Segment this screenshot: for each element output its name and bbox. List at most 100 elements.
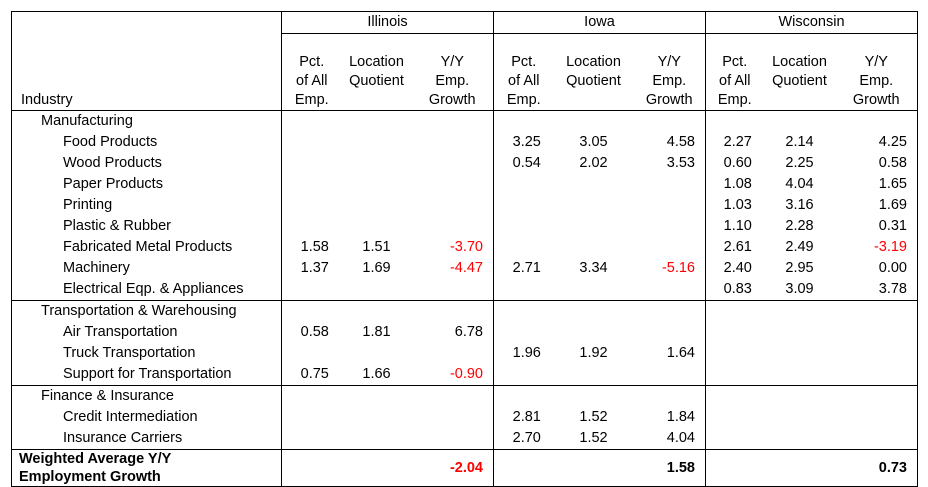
iowa-pct-column-header: Pct. of All Emp.	[493, 33, 554, 111]
weighted-average-row: Weighted Average Y/Y Employment Growth -2.…	[11, 449, 918, 487]
illinois-yy-cell	[412, 195, 494, 216]
industry-label: Truck Transportation	[11, 343, 282, 364]
state-header-row: Illinois Iowa Wisconsin	[11, 11, 918, 34]
column-header-line: Quotient	[566, 73, 621, 89]
illinois-lq-cell: 1.66	[341, 364, 412, 386]
iowa-yy-cell: 3.53	[666, 155, 695, 171]
industry-label: Machinery	[11, 258, 282, 279]
column-header-row: Industry Pct. of All Emp. Location Quotient Y/…	[11, 33, 918, 111]
empty-cell	[412, 386, 494, 408]
iowa-pct-cell: 2.71	[493, 258, 554, 279]
column-header-line: of All	[719, 73, 751, 89]
empty-cell	[412, 301, 494, 323]
empty-cell	[634, 386, 706, 408]
group-label: Manufacturing	[11, 110, 282, 132]
weighted-average-label-line: Employment Growth	[19, 469, 161, 485]
empty-cell	[554, 301, 634, 323]
illinois-pct-cell	[281, 407, 342, 428]
state-header-wisconsin: Wisconsin	[705, 11, 918, 34]
wisconsin-pct-cell	[705, 428, 764, 450]
table-row: Truck Transportation 1.96 1.92 1.64	[11, 343, 918, 364]
column-header-line: Emp.	[717, 92, 752, 108]
iowa-lq-cell	[553, 364, 634, 386]
column-header-line: Emp.	[506, 92, 541, 108]
illinois-yy-cell: -4.47	[449, 260, 483, 276]
wisconsin-pct-column-header: Pct. of All Emp.	[705, 33, 764, 111]
table-row: Plastic & Rubber 1.10 2.28 0.31	[11, 216, 918, 237]
iowa-yy-cell	[634, 216, 706, 237]
iowa-lq-cell	[554, 237, 634, 258]
wisconsin-yy-cell	[835, 407, 918, 428]
group-label: Finance & Insurance	[11, 385, 282, 407]
wisconsin-pct-cell: 0.83	[705, 279, 764, 301]
wisconsin-lq-cell	[764, 322, 836, 343]
wisconsin-lq-cell	[764, 407, 836, 428]
table-row: Food Products 3.25 3.05 4.58 2.27 2.14 4.25	[11, 132, 918, 153]
wisconsin-yy-cell: 0.00	[835, 258, 918, 279]
empty-cell	[342, 301, 412, 323]
illinois-pct-column-header: Pct. of All Emp.	[281, 33, 342, 111]
weighted-average-label: Weighted Average Y/Y Employment Growth	[11, 449, 282, 487]
illinois-pct-cell	[281, 279, 342, 301]
wisconsin-yy-cell: 1.69	[835, 195, 918, 216]
illinois-weighted-average: -2.04	[281, 449, 494, 487]
empty-cell	[764, 111, 836, 133]
iowa-pct-cell: 3.25	[493, 132, 554, 153]
illinois-yy-cell	[412, 407, 494, 428]
illinois-lq-cell	[341, 428, 412, 450]
illinois-lq-cell: 1.81	[362, 324, 391, 340]
illinois-pct-cell	[281, 343, 342, 364]
empty-cell	[764, 386, 836, 408]
wisconsin-pct-cell: 2.61	[705, 237, 764, 258]
wisconsin-yy-cell	[835, 322, 918, 343]
illinois-pct-cell	[281, 428, 342, 450]
wisconsin-yy-cell: 3.78	[835, 279, 918, 301]
iowa-yy-cell: 4.58	[666, 134, 695, 150]
table-row: Printing 1.03 3.16 1.69	[11, 195, 918, 216]
table-row: Fabricated Metal Products 1.58 1.51 -3.70 2.…	[11, 237, 918, 258]
state-header-illinois: Illinois	[281, 11, 494, 34]
column-header-line: Pct.	[299, 54, 325, 70]
illinois-lq-cell	[342, 174, 412, 195]
iowa-pct-cell	[493, 322, 554, 343]
iowa-pct-cell	[493, 174, 554, 195]
iowa-pct-cell	[493, 195, 554, 216]
illinois-yy-cell	[412, 132, 494, 153]
empty-cell	[554, 111, 634, 133]
iowa-weighted-average: 1.58	[493, 449, 706, 487]
empty-cell	[705, 110, 764, 132]
illinois-lq-cell	[342, 153, 412, 174]
iowa-pct-cell: 1.96	[493, 343, 554, 364]
industry-label: Electrical Eqp. & Appliances	[11, 279, 282, 301]
iowa-lq-cell	[553, 279, 634, 301]
empty-cell	[554, 386, 634, 408]
illinois-lq-cell	[341, 279, 412, 301]
wisconsin-lq-cell: 3.09	[763, 279, 836, 301]
column-header-line: Location	[566, 54, 621, 70]
industry-label: Wood Products	[11, 153, 282, 174]
iowa-yy-cell	[634, 322, 706, 343]
table-body: Manufacturing Food Products 3.25 3.05 4.58 2.…	[11, 110, 918, 487]
wisconsin-pct-cell	[705, 343, 764, 364]
group-row: Finance & Insurance	[11, 385, 918, 408]
iowa-pct-cell: 2.70	[493, 428, 554, 450]
illinois-pct-cell: 1.37	[281, 258, 342, 279]
wisconsin-lq-cell: 3.16	[785, 197, 814, 213]
wisconsin-pct-cell: 1.10	[705, 216, 764, 237]
empty-cell	[342, 111, 412, 133]
illinois-yy-cell	[412, 174, 494, 195]
empty-cell	[835, 300, 918, 322]
empty-cell	[281, 110, 342, 132]
illinois-pct-cell: 0.75	[281, 364, 342, 386]
wisconsin-yy-cell	[835, 343, 918, 364]
iowa-pct-cell: 0.54	[493, 153, 554, 174]
iowa-pct-cell	[493, 364, 554, 386]
column-header-line: Emp.	[652, 73, 687, 89]
column-header-line: of All	[296, 73, 328, 89]
column-header-line: Pct.	[722, 54, 748, 70]
industry-label: Support for Transportation	[11, 364, 282, 386]
wisconsin-lq-cell	[763, 364, 836, 386]
illinois-lq-column-header: Location Quotient	[341, 33, 412, 111]
industry-column-header: Industry	[11, 33, 282, 111]
state-header-iowa: Iowa	[493, 11, 706, 34]
